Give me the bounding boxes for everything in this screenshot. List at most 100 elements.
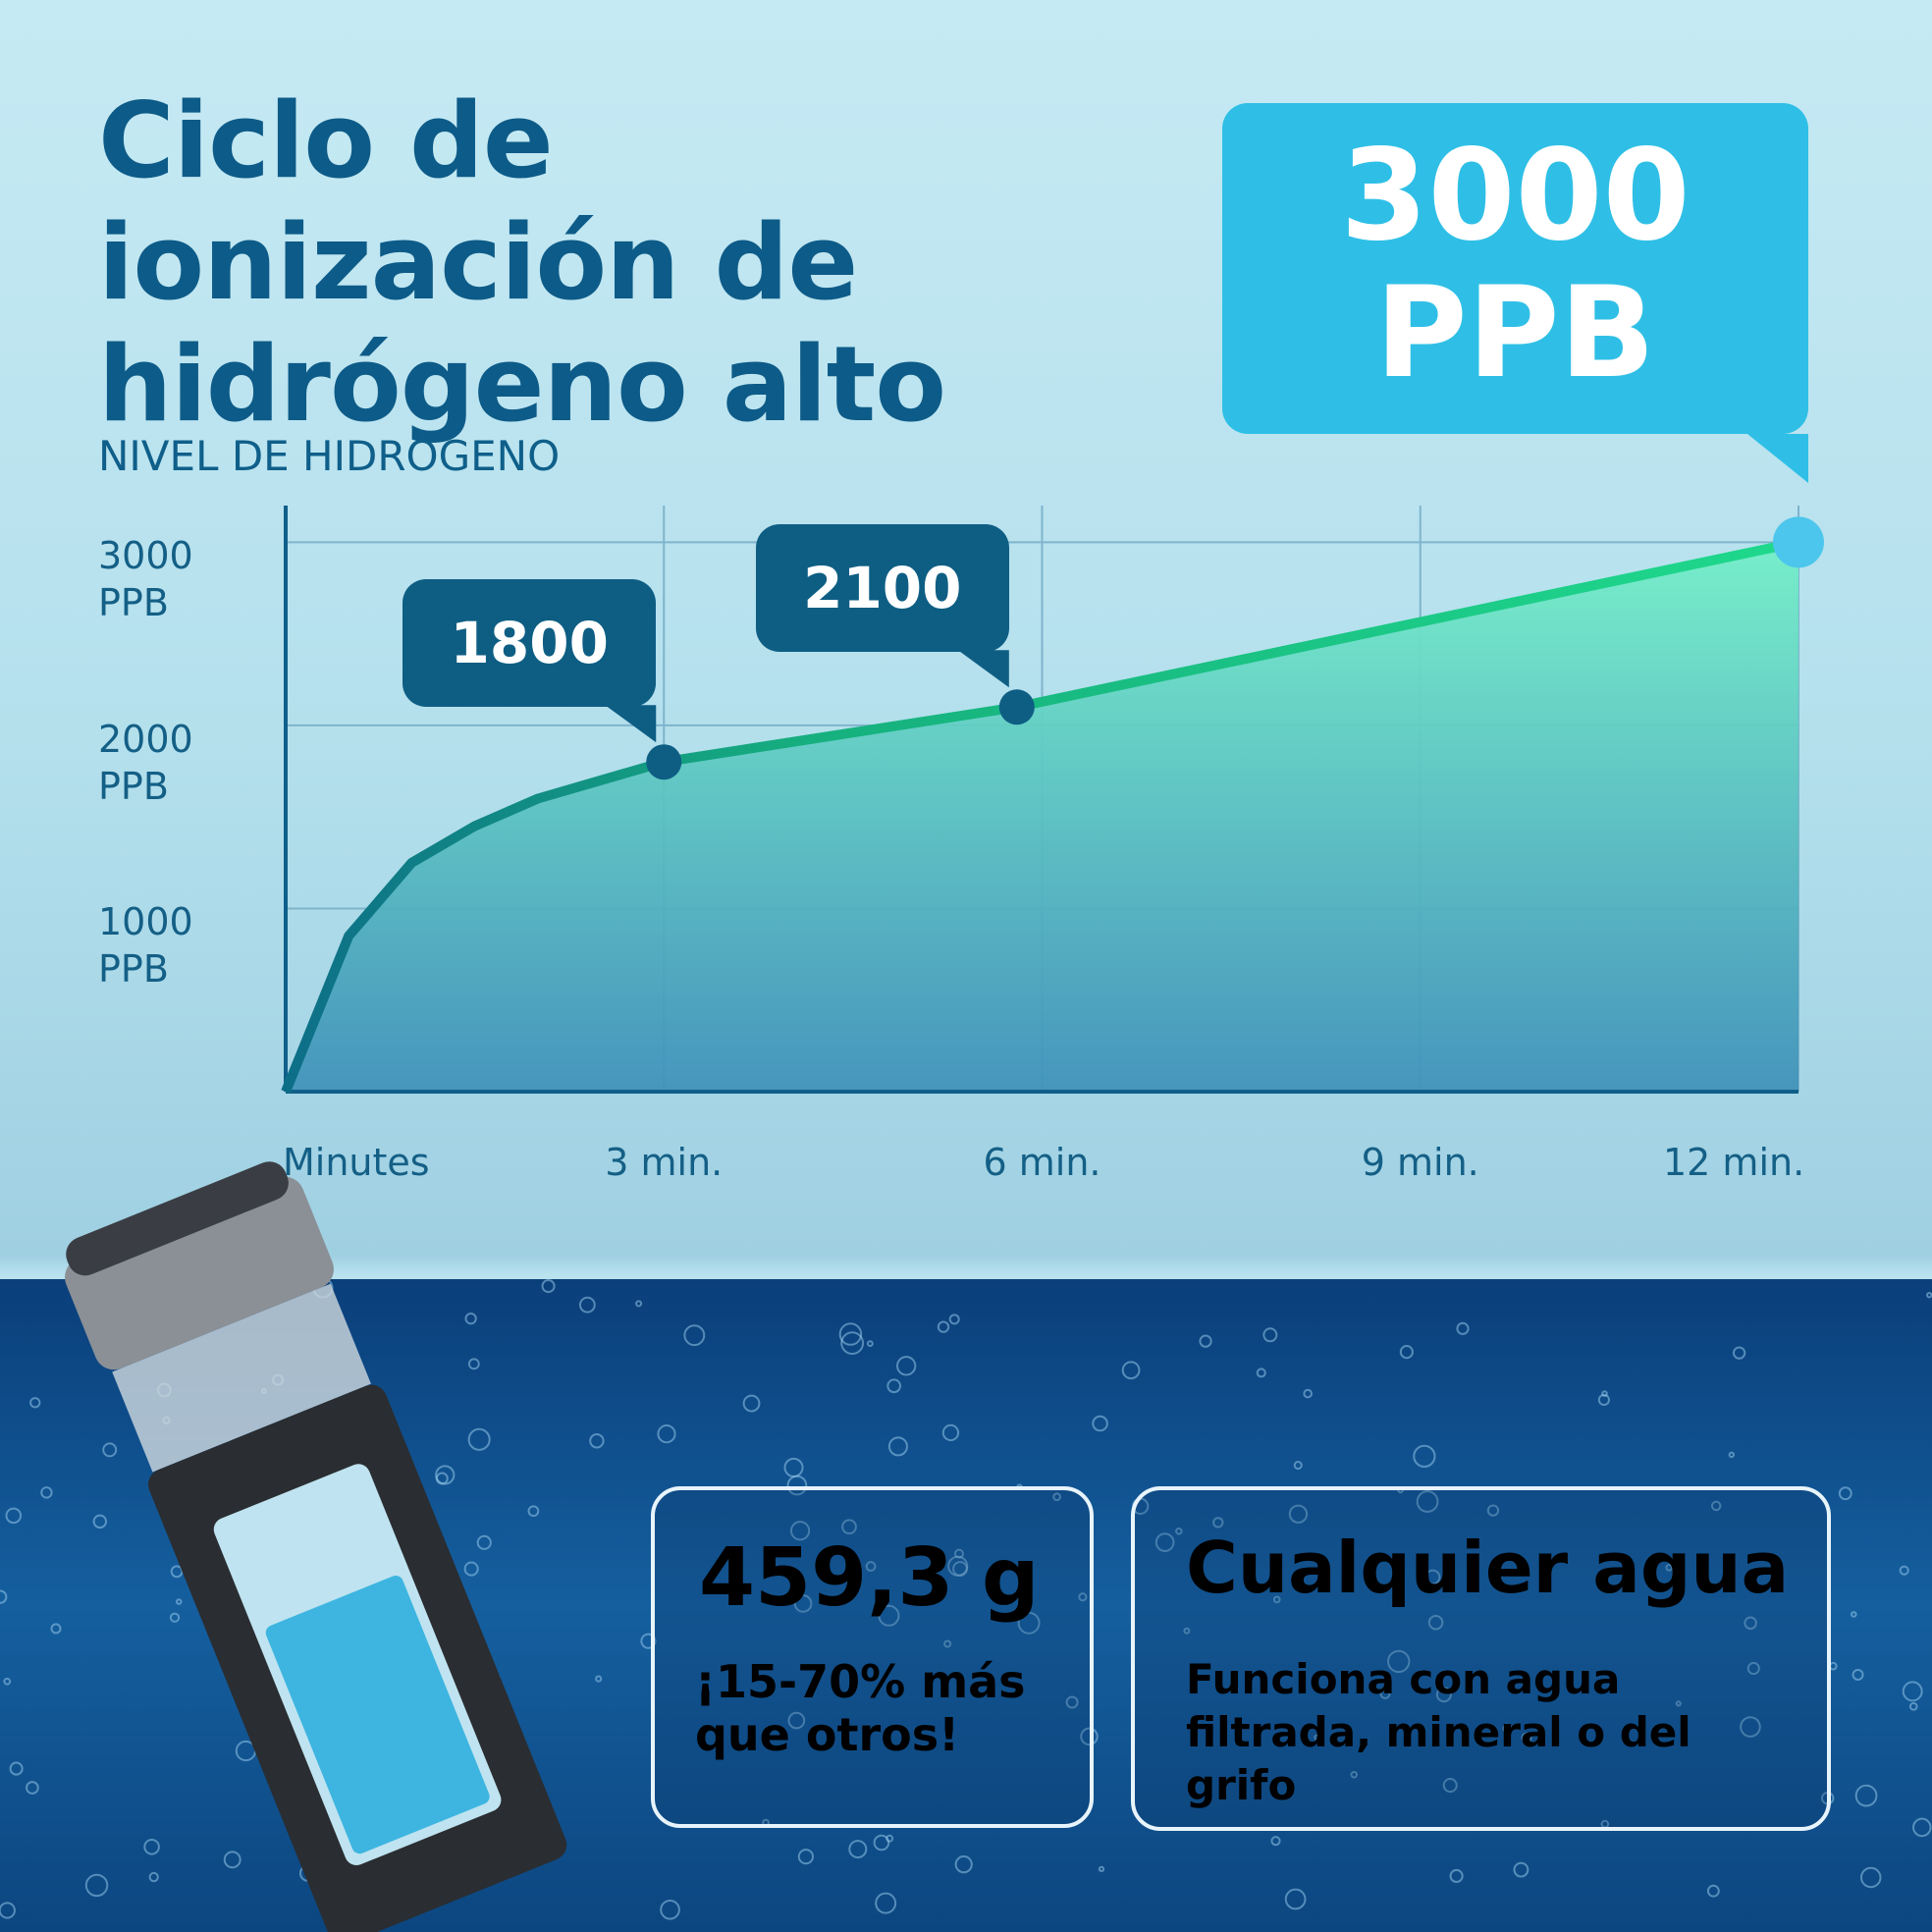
callout-tail	[605, 705, 657, 743]
bubble	[1424, 1569, 1441, 1585]
bubble	[789, 1521, 811, 1541]
bubble	[467, 1427, 491, 1451]
bubble	[1052, 1492, 1061, 1502]
y-tick-label: 3000 PPB	[98, 534, 193, 625]
bubble	[841, 1519, 857, 1535]
bubble	[5, 1507, 23, 1525]
bubble	[1435, 1687, 1452, 1703]
bubble	[1899, 1565, 1909, 1576]
bubble	[1521, 1732, 1532, 1744]
bubble	[1387, 1649, 1411, 1674]
bubble	[1272, 1595, 1281, 1604]
bubble	[1675, 1700, 1682, 1707]
title: Ciclo de ionización de hidrógeno alto	[98, 80, 946, 445]
bubble	[948, 1314, 960, 1325]
bubble	[1912, 1817, 1932, 1838]
line	[281, 537, 1800, 1094]
bubble	[1350, 1771, 1359, 1779]
point	[646, 744, 682, 780]
bubble	[952, 1561, 968, 1577]
bubble	[589, 1433, 605, 1449]
card-heading: 459,3 g	[699, 1531, 1040, 1625]
bubble	[223, 1851, 242, 1869]
bubble	[657, 1424, 676, 1444]
bubble	[1416, 1490, 1439, 1513]
bubble	[635, 1300, 643, 1308]
bubble	[50, 1623, 62, 1635]
bubble	[660, 1899, 680, 1920]
x-tick-label: 3 min.	[605, 1141, 724, 1184]
card-text: ¡15-70% más que otros!	[695, 1655, 1026, 1761]
bubble	[683, 1324, 706, 1347]
bubble	[1710, 1500, 1722, 1512]
bubble	[1740, 1716, 1761, 1738]
bubble	[1706, 1884, 1720, 1898]
bubble	[1854, 1784, 1878, 1807]
bubble	[954, 1855, 973, 1874]
highlight-box	[1222, 103, 1808, 434]
bubble	[1702, 1581, 1714, 1592]
bubble	[1183, 1627, 1191, 1635]
bubble	[953, 1548, 964, 1559]
bubble	[896, 1356, 917, 1376]
bubble	[943, 1639, 952, 1648]
bubble	[941, 1423, 960, 1442]
bubble	[1080, 1727, 1099, 1746]
bubble	[1199, 1334, 1212, 1348]
bubble	[463, 1561, 479, 1577]
y-tick-label: 1000 PPB	[98, 900, 193, 992]
bubble	[92, 1514, 108, 1530]
bubble	[1665, 1564, 1673, 1572]
bubble	[786, 1475, 808, 1496]
bubble	[875, 1892, 897, 1914]
bottle	[65, 1161, 567, 1932]
bubble	[886, 1378, 902, 1394]
bubble	[1746, 1661, 1760, 1676]
callout-tail	[957, 650, 1009, 688]
y-axis-label: NIVEL DE HIDRÓGENO	[98, 432, 561, 480]
bubble	[1413, 1444, 1436, 1468]
bubble	[1850, 1611, 1857, 1618]
x-tick-label: 6 min.	[983, 1141, 1101, 1184]
bubble	[1154, 1532, 1175, 1552]
callout-tail	[1747, 434, 1808, 483]
bubble	[1175, 1527, 1183, 1535]
bubble	[1121, 1361, 1141, 1380]
x-tick-label: Minutes	[283, 1141, 430, 1184]
bubble	[1442, 1778, 1458, 1794]
bubble	[3, 1677, 12, 1686]
bubble	[1601, 1390, 1608, 1397]
bubble	[1513, 1861, 1530, 1878]
data-label: 2100	[755, 524, 1009, 653]
bubble	[787, 1711, 806, 1730]
bubble	[848, 1840, 868, 1859]
bubble	[148, 1871, 159, 1883]
bubble	[435, 1472, 449, 1485]
card-text: Funciona con agua filtrada, mineral o de…	[1186, 1655, 1691, 1809]
bubble	[1486, 1504, 1500, 1517]
bubble	[840, 1331, 865, 1356]
chart	[281, 506, 1824, 1094]
bubble	[541, 1278, 556, 1294]
bubble	[887, 1436, 908, 1457]
bubble	[793, 1594, 813, 1613]
card	[651, 1486, 1094, 1828]
bubble	[878, 1604, 900, 1627]
card	[1131, 1486, 1831, 1831]
bubble	[797, 1849, 815, 1865]
bubble	[838, 1322, 863, 1346]
bubble	[1256, 1368, 1266, 1378]
data-label: 1800	[402, 579, 657, 708]
bubble	[1212, 1517, 1224, 1529]
bubble	[1908, 1701, 1918, 1711]
bubble	[476, 1534, 492, 1550]
bubble	[0, 1902, 16, 1919]
bubble	[1859, 1866, 1882, 1889]
bubble	[1078, 1592, 1088, 1602]
bubbles	[0, 1277, 1932, 1920]
bubble	[595, 1675, 603, 1683]
bubble	[1017, 1611, 1041, 1635]
bubble	[1925, 1292, 1932, 1299]
x-tick-label: 12 min.	[1663, 1141, 1805, 1184]
